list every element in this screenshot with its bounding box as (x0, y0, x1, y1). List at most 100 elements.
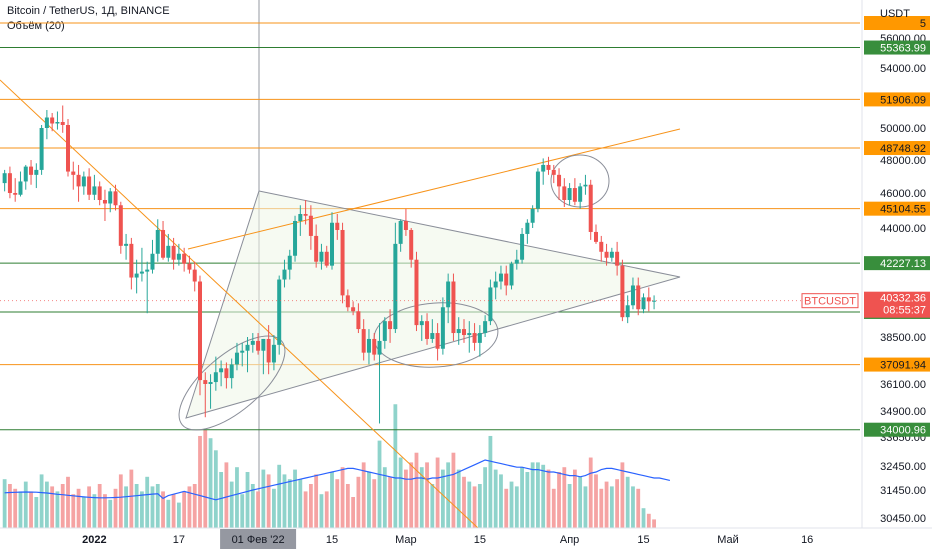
volume-bar (113, 488, 118, 528)
candle-body (488, 287, 493, 322)
candle-body (588, 184, 593, 232)
volume-bar (219, 472, 224, 528)
level-tag-label: 45104.55 (880, 204, 926, 216)
candle-body (477, 333, 482, 343)
candle-body (87, 176, 92, 195)
volume-bar (256, 491, 260, 528)
triangle-pattern (185, 190, 681, 419)
candle-body (409, 229, 414, 260)
volume-bar (34, 497, 39, 528)
candle-body (615, 251, 620, 266)
volume-bar (8, 484, 12, 528)
candle-body (567, 188, 572, 200)
time-axis-bg (0, 528, 932, 550)
y-tick-label: 32450.00 (880, 461, 926, 473)
candle-body (282, 269, 287, 280)
level-tag (864, 16, 930, 30)
volume-bar (551, 488, 556, 528)
candle-body (625, 305, 630, 318)
candle-body (124, 243, 129, 246)
volume-bar (208, 438, 213, 528)
candle-body (118, 205, 123, 246)
candle-body (520, 233, 525, 260)
candle-body (7, 173, 12, 193)
candle-body (60, 122, 65, 125)
candle-body (620, 265, 625, 318)
candle-body (192, 269, 197, 282)
volume-bar (404, 469, 408, 528)
volume-bar (382, 467, 387, 528)
volume-bar (372, 479, 377, 528)
level-tag-label: 5 (920, 18, 926, 30)
volume-bar (567, 484, 572, 528)
channel-line (187, 128, 681, 250)
candle-body (113, 191, 118, 206)
y-tick-label: 48000.00 (880, 155, 926, 167)
candle-body (261, 338, 266, 351)
volume-bar (272, 488, 276, 528)
volume-bar (583, 486, 588, 528)
time-cursor-tag (220, 529, 297, 549)
x-tick-label: Апр (560, 534, 579, 546)
symbol-tag (801, 293, 859, 309)
volume-bar (2, 479, 7, 528)
volume-bar (118, 474, 123, 528)
level-tag-label: 34000.96 (880, 425, 926, 437)
candle-body (440, 307, 445, 349)
countdown-label: 08:55:37 (883, 305, 926, 317)
volume-bar (87, 486, 92, 528)
candle-body (108, 191, 113, 204)
volume-bar (134, 484, 139, 528)
candle-body (166, 245, 171, 258)
volume-bar (176, 502, 181, 528)
volume-bar (303, 491, 308, 528)
volume-bar (308, 484, 313, 528)
candle-body (293, 221, 298, 256)
volume-bar (293, 469, 297, 528)
candle-body (504, 273, 509, 286)
candle-body (372, 338, 377, 355)
candle-body (55, 122, 60, 124)
candle-body (630, 285, 635, 306)
level-tag-label: 42227.13 (880, 258, 926, 270)
symbol-label: BTCUSDT (804, 296, 856, 308)
volume-bar (430, 484, 435, 528)
volume-bar (572, 469, 577, 528)
volume-bar (287, 479, 292, 528)
level-tag (864, 92, 930, 107)
candle-body (377, 340, 382, 355)
candle-body (145, 269, 150, 272)
volume-bar (483, 467, 488, 528)
x-tick-label: 16 (801, 534, 813, 546)
volume-bar (335, 479, 340, 528)
volume-bar (414, 452, 419, 528)
candle-body (446, 281, 451, 308)
candle-body (198, 281, 202, 381)
x-tick-label: 17 (173, 534, 185, 546)
volume-bar (140, 491, 144, 528)
y-tick-label: 36100.00 (880, 379, 926, 391)
volume-bar (446, 462, 451, 528)
volume-bar (298, 479, 303, 528)
volume-bar (409, 462, 414, 528)
volume-bar (266, 474, 271, 528)
chart-title: Bitcoin / TetherUS, 1Д, BINANCE (7, 5, 170, 17)
candle-body (97, 186, 102, 200)
volume-bar (76, 488, 81, 528)
candle-body (414, 259, 419, 326)
volume-layer (2, 404, 656, 528)
volume-bar (129, 469, 134, 528)
y-tick-label: 50000.00 (880, 123, 926, 135)
candle-body (335, 222, 340, 230)
candle-body (467, 333, 472, 336)
volume-bar (166, 499, 171, 528)
candle-body (13, 193, 18, 195)
candle-body (572, 188, 577, 202)
volume-bar (203, 429, 208, 528)
candle-body (398, 221, 403, 244)
volume-bar (514, 486, 519, 528)
volume-bar (23, 481, 28, 528)
volume-bar (541, 464, 546, 528)
volume-bar (155, 484, 160, 528)
